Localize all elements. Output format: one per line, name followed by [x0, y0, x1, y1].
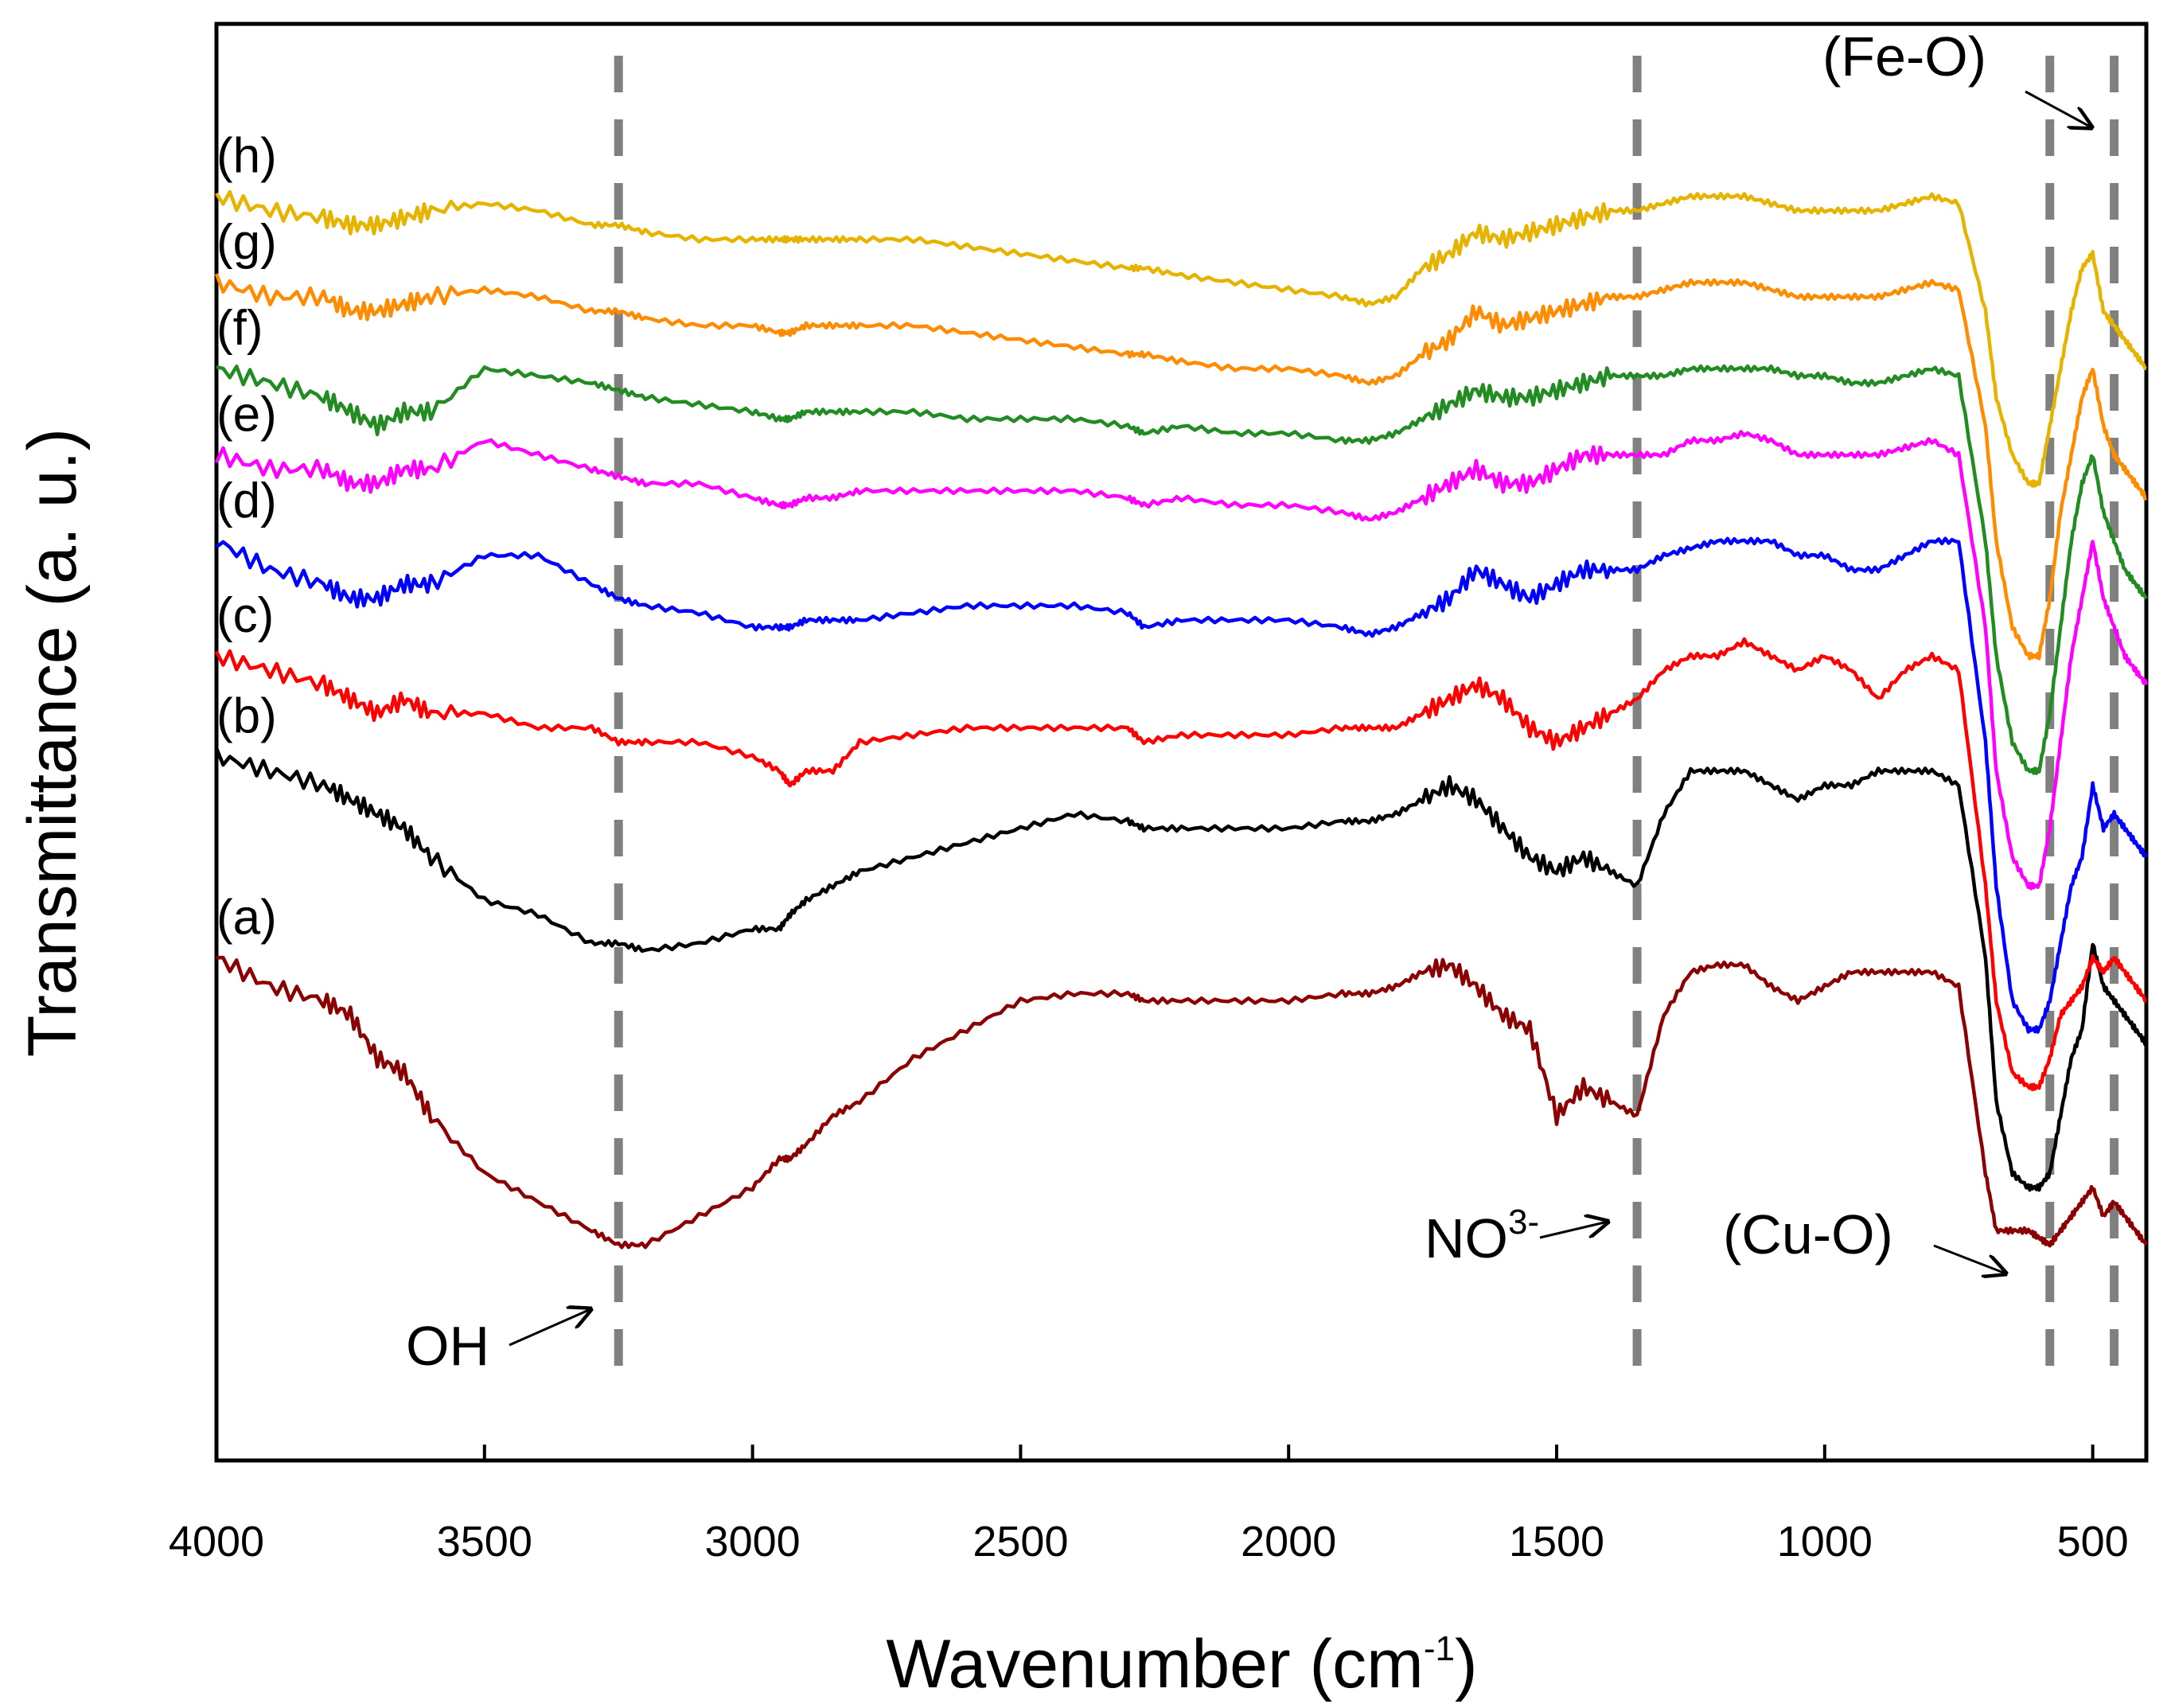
y-axis-title: Transmittance (a. u.)	[14, 428, 91, 1057]
x-axis-ticks: 4000 3500 3000 2500 2000 1500 1000 500	[169, 1445, 2129, 1566]
annotations: OH NO3- (Cu-O) (Fe-O)	[406, 25, 2091, 1377]
annotation-label-1: NO3-	[1425, 1203, 1539, 1269]
series-line-h	[215, 189, 2147, 488]
annotation-label-2: (Cu-O)	[1723, 1203, 1893, 1265]
series-line-a	[216, 955, 2148, 1250]
series-line-b	[214, 747, 2147, 1192]
series-line-e	[214, 430, 2149, 891]
annotation-arrow-1	[1539, 1222, 1608, 1239]
series-label-f: (f)	[216, 301, 263, 356]
annotation-arrow-3	[2025, 90, 2091, 127]
series-label-b: (b)	[216, 689, 277, 744]
reference-lines	[614, 56, 2119, 1385]
x-axis-title-main: Wavenumber (cm	[886, 1626, 1423, 1702]
x-tick-label: 2500	[972, 1518, 1068, 1566]
series-label-h: (h)	[216, 129, 277, 184]
x-tick-label: 3000	[705, 1518, 801, 1566]
series-label-c: (c)	[216, 588, 274, 643]
annotation-label-0: OH	[406, 1315, 489, 1377]
series-labels: (a) (b) (c) (d) (e) (f) (g) (h)	[216, 129, 277, 946]
x-tick-label: 4000	[169, 1518, 264, 1566]
plot-frame	[214, 21, 2149, 1463]
series-label-d: (d)	[216, 474, 277, 528]
x-tick-label: 1000	[1777, 1518, 1873, 1566]
annotation-arrow-2	[1933, 1244, 2005, 1273]
x-tick-label: 2000	[1241, 1518, 1336, 1566]
series-line-c	[214, 637, 2147, 1092]
x-axis-title: Wavenumber (cm-1)	[886, 1626, 1477, 1702]
annotation-arrow-0	[509, 1309, 590, 1347]
series-line-d	[215, 536, 2149, 1034]
series-line-g	[214, 273, 2148, 661]
x-axis-title-end: )	[1455, 1626, 1478, 1702]
x-tick-label: 500	[2057, 1518, 2129, 1566]
x-tick-label: 3500	[437, 1518, 532, 1566]
series-lines	[214, 189, 2149, 1250]
series-label-a: (a)	[216, 890, 277, 945]
series-label-g: (g)	[216, 215, 277, 270]
series-line-f	[216, 364, 2148, 775]
series-label-e: (e)	[216, 388, 277, 443]
x-tick-label: 1500	[1509, 1518, 1604, 1566]
annotation-label-3: (Fe-O)	[1822, 25, 1986, 88]
x-axis-title-sup: -1	[1424, 1629, 1455, 1668]
